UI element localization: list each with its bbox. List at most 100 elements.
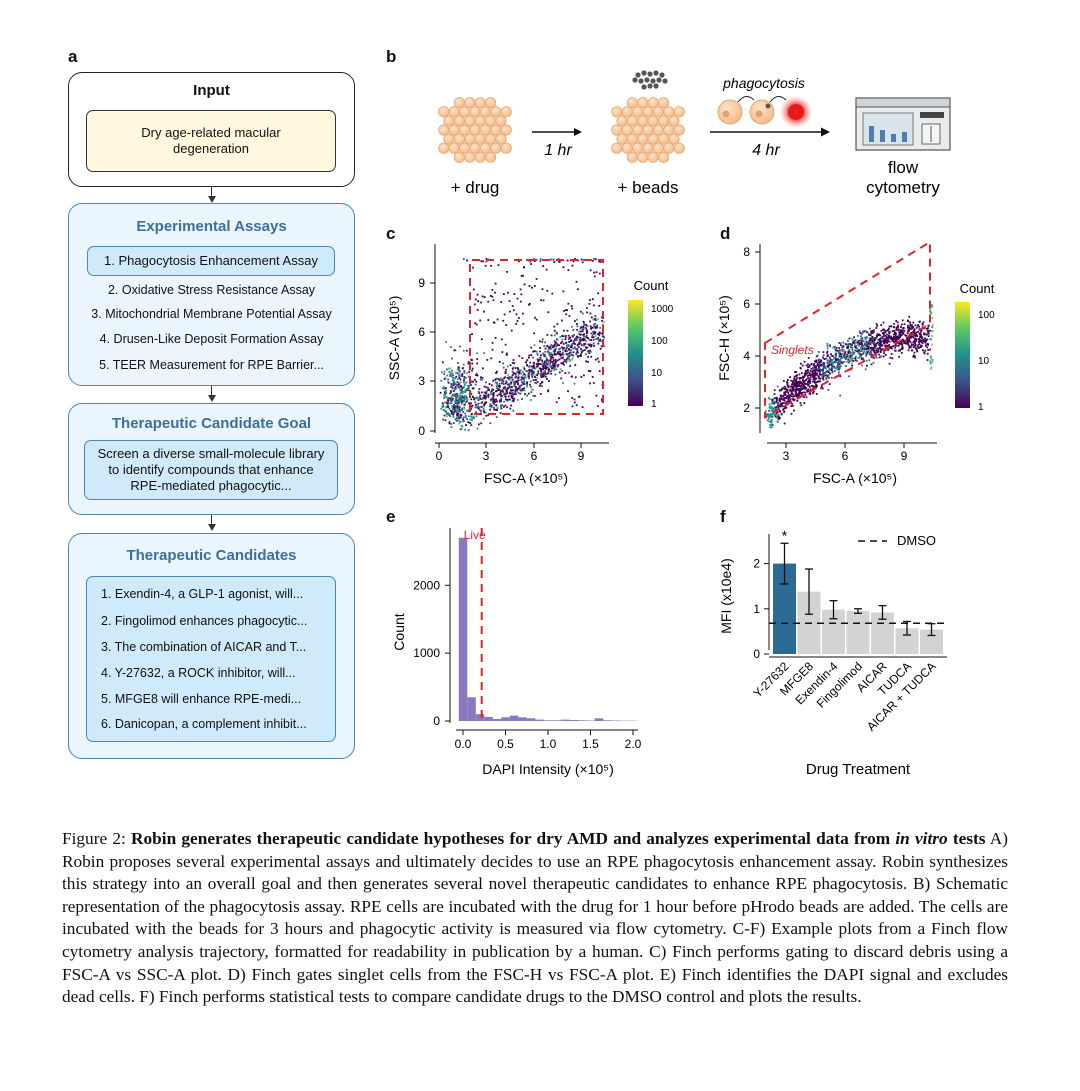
scatter-point (479, 406, 481, 409)
scatter-point (800, 393, 803, 395)
scatter-point (451, 412, 453, 414)
scatter-point (580, 326, 583, 328)
scatter-point (512, 397, 514, 400)
scatter-point (512, 359, 515, 361)
scatter-point (470, 405, 473, 408)
scatter-point (803, 391, 805, 394)
scatter-point (522, 376, 525, 379)
scatter-point (481, 401, 484, 404)
scatter-point (458, 406, 461, 409)
scatter-point (550, 353, 553, 356)
scatter-point (599, 347, 602, 350)
scatter-point (489, 403, 492, 405)
scatter-point (903, 341, 906, 344)
scatter-point (929, 310, 932, 313)
scatter-point (467, 386, 470, 388)
scatter-point (489, 422, 492, 425)
flow-cytometer-icon (855, 97, 951, 151)
scatter-point (451, 357, 453, 360)
scatter-point (543, 354, 546, 357)
cell-icon (626, 133, 638, 145)
histogram-bar (577, 720, 587, 721)
scatter-point (918, 338, 921, 341)
scatter-point (500, 390, 502, 393)
scatter-point (574, 347, 576, 350)
scatter-point (454, 376, 457, 379)
scatter-point (853, 351, 856, 354)
scatter-point (918, 332, 921, 335)
connector-line (211, 515, 213, 525)
scatter-point (505, 382, 507, 385)
scatter-point (775, 397, 778, 400)
cell-icon (668, 133, 680, 145)
scatter-point (911, 327, 914, 329)
scatter-point (511, 378, 514, 381)
scatter-point (820, 361, 823, 363)
scatter-point (566, 309, 568, 312)
scatter-point (508, 376, 511, 378)
scatter-point (802, 375, 804, 378)
scatter-point (820, 364, 822, 367)
scatter-point (452, 408, 454, 411)
scatter-point (860, 337, 863, 340)
scatter-point (534, 376, 536, 378)
scatter-point (457, 367, 460, 369)
scatter-point (819, 370, 821, 373)
scatter-point (464, 415, 467, 417)
scatter-point (769, 424, 771, 426)
scatter-point (843, 354, 845, 357)
scatter-point (580, 349, 582, 351)
scatter-point (783, 392, 786, 395)
scatter-point (495, 416, 498, 418)
scatter-point (470, 415, 473, 418)
scatter-point (556, 323, 559, 325)
scatter-point (492, 401, 495, 404)
scatter-point (447, 400, 450, 402)
scatter-point (452, 379, 454, 381)
scatter-point (782, 405, 784, 408)
scatter-point (514, 367, 517, 369)
scatter-point (862, 344, 865, 347)
scatter-point (509, 407, 512, 410)
scatter-point (922, 321, 925, 324)
scatter-point (524, 393, 526, 395)
y-ticks: 012 (753, 557, 769, 661)
scatter-point (600, 340, 602, 342)
scatter-point (788, 396, 791, 398)
scatter-point (543, 374, 546, 377)
scatter-point (808, 386, 811, 388)
scatter-point (459, 395, 461, 398)
scatter-point (511, 391, 514, 394)
x-tick: 9 (901, 449, 908, 463)
scatter-point (443, 401, 446, 404)
scatter-point (455, 396, 458, 398)
scatter-point (517, 374, 520, 377)
scatter-point (596, 324, 598, 327)
scatter-point (592, 342, 595, 345)
scatter-point (537, 362, 540, 365)
scatter-point (522, 383, 525, 386)
scatter-point (462, 416, 465, 419)
histogram-bar (492, 719, 502, 721)
scatter-point (511, 361, 514, 364)
scatter-point (590, 344, 593, 346)
scatter-point (907, 328, 910, 331)
scatter-point (531, 374, 533, 377)
scatter-point (475, 372, 478, 375)
scatter-point (583, 333, 585, 336)
cell-icon (626, 151, 638, 163)
scatter-point (880, 343, 882, 346)
scatter-point (581, 330, 584, 333)
scatter-point (567, 344, 570, 346)
scatter-point (479, 398, 482, 400)
scatter-point (927, 330, 930, 332)
scatter-point (895, 335, 898, 338)
scatter-point (807, 368, 809, 371)
scatter-point (463, 379, 465, 382)
scatter-point (925, 344, 927, 347)
scatter-point (517, 377, 519, 380)
scatter-point (465, 390, 468, 392)
scatter-point (512, 372, 515, 374)
flow-label-line1: flow (888, 158, 919, 177)
scatter-point (528, 368, 531, 371)
